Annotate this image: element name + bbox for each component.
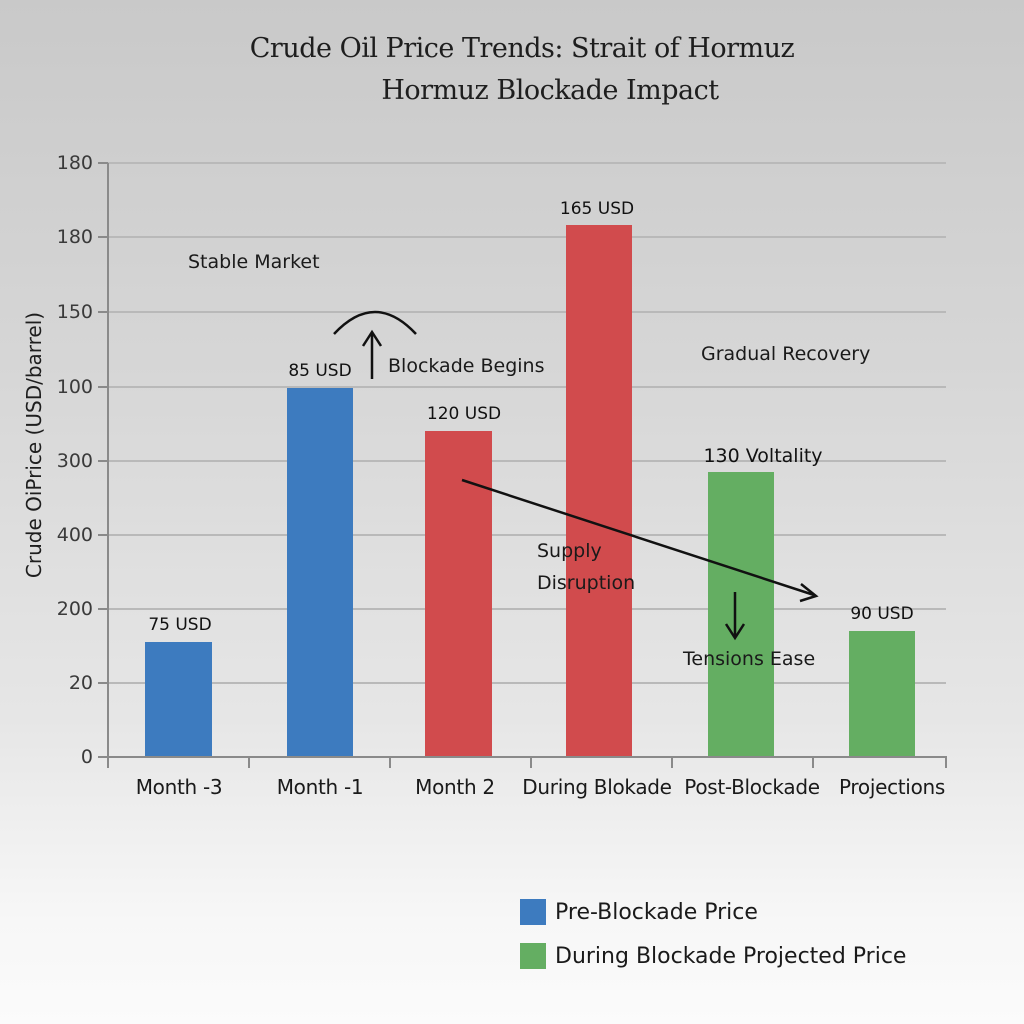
y-tick-label: 20 — [68, 672, 93, 694]
x-tick-mark — [248, 756, 250, 768]
x-tick-mark — [107, 756, 109, 768]
legend-swatch-blue — [520, 899, 546, 925]
annotation-tensions-ease: Tensions Ease — [683, 648, 816, 670]
y-tick-mark — [98, 534, 108, 536]
bar-value-label: 85 USD — [288, 361, 352, 381]
y-tick-label: 300 — [56, 450, 93, 472]
gridline — [108, 386, 946, 388]
y-axis — [107, 163, 109, 758]
x-tick-mark — [389, 756, 391, 768]
x-axis — [98, 756, 947, 758]
bar-value-label: 130 Voltality — [703, 445, 823, 467]
legend-item-projected: During Blockade Projected Price — [520, 934, 906, 978]
bar-value-label: 90 USD — [850, 604, 914, 624]
arrow-diagonal-icon — [461, 478, 819, 603]
x-tick-mark — [530, 756, 532, 768]
x-tick-label: Month -1 — [276, 775, 364, 799]
legend-item-pre-blockade: Pre-Blockade Price — [520, 890, 906, 934]
chart-subtitle: Hormuz Blockade Impact — [381, 75, 719, 106]
y-tick-mark — [98, 236, 108, 238]
y-tick-label: 400 — [56, 524, 93, 546]
x-tick-label: Projections — [838, 775, 946, 799]
chart-title: Crude Oil Price Trends: Strait of Hormuz — [249, 33, 795, 64]
bar-month-minus-1 — [287, 388, 353, 757]
y-tick-mark — [98, 162, 108, 164]
annotation-disruption: Disruption — [537, 572, 636, 594]
y-tick-label: 180 — [56, 226, 93, 248]
x-tick-label: Post-Blockade — [684, 775, 820, 799]
x-tick-mark — [945, 756, 947, 768]
bar-during-blockade — [566, 225, 632, 757]
gridline — [108, 534, 946, 536]
x-tick-mark — [671, 756, 673, 768]
legend-label: During Blockade Projected Price — [555, 943, 907, 969]
gridline — [108, 460, 946, 462]
y-tick-label: 0 — [80, 746, 93, 768]
x-tick-label: Month -3 — [135, 775, 223, 799]
legend: Pre-Blockade Price During Blockade Proje… — [520, 890, 906, 978]
y-tick-label: 180 — [56, 152, 93, 174]
gridline — [108, 608, 946, 610]
annotation-stable-market: Stable Market — [188, 251, 320, 273]
x-tick-label: Month 2 — [415, 775, 495, 799]
y-tick-mark — [98, 311, 108, 313]
gridline — [108, 162, 946, 164]
legend-label: Pre-Blockade Price — [555, 899, 758, 925]
x-tick-mark — [812, 756, 814, 768]
y-tick-label: 150 — [56, 301, 93, 323]
bar-value-label: 75 USD — [148, 615, 212, 635]
y-tick-mark — [98, 608, 108, 610]
bar-value-label: 120 USD — [426, 404, 502, 424]
bar-projections — [849, 631, 915, 757]
y-tick-label: 100 — [56, 376, 93, 398]
y-tick-mark — [98, 386, 108, 388]
annotation-supply: Supply — [537, 540, 602, 562]
y-tick-mark — [98, 682, 108, 684]
x-tick-label: During Blokade — [522, 775, 672, 799]
y-tick-mark — [98, 460, 108, 462]
gridline — [108, 682, 946, 684]
bar-month-minus-3 — [145, 642, 212, 757]
arrow-up-icon — [361, 329, 383, 379]
arrow-down-icon — [724, 592, 746, 641]
annotation-gradual-recovery: Gradual Recovery — [701, 343, 871, 365]
legend-swatch-green — [520, 943, 546, 969]
bar-value-label: 165 USD — [559, 199, 635, 219]
annotation-blockade-begins: Blockade Begins — [388, 355, 545, 377]
bar-post-blockade — [708, 472, 774, 757]
gridline — [108, 236, 946, 238]
y-tick-label: 200 — [56, 598, 93, 620]
gridline — [108, 311, 946, 313]
arc-icon — [333, 310, 417, 335]
